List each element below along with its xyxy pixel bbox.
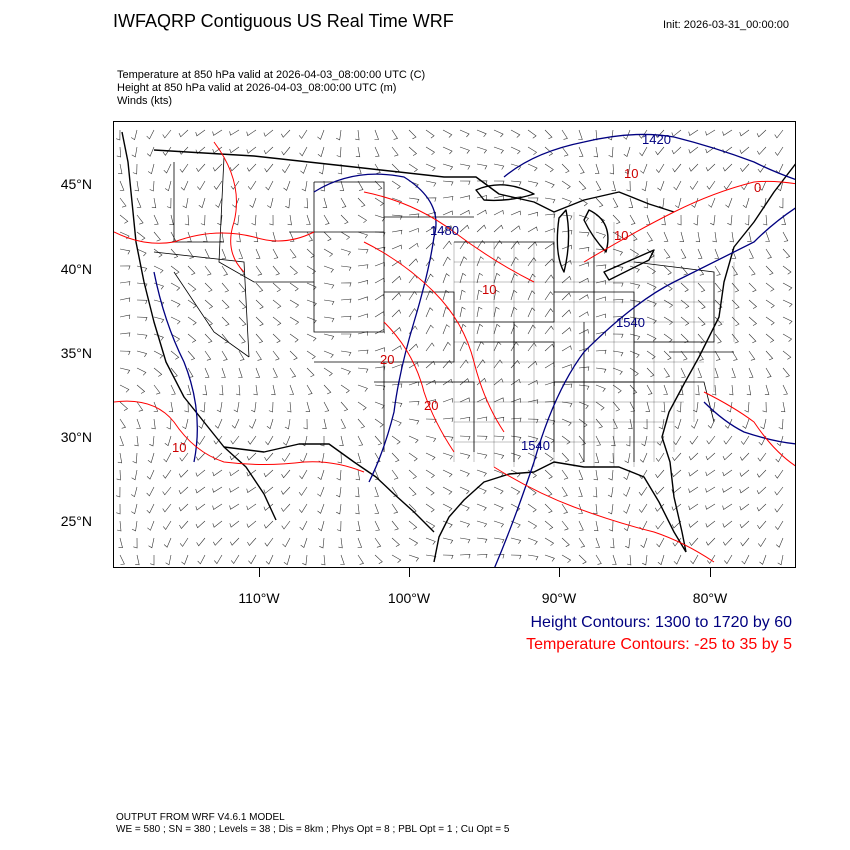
lon-label-80w: 80°W: [692, 590, 728, 606]
gulf-coastline: [433, 461, 687, 563]
temperature-contour-label: 10: [172, 440, 186, 455]
temperature-contour: [114, 231, 315, 244]
contour-labels: 1420 1480 1540 1540 10 10 20 20 10 10 0: [172, 132, 761, 455]
height-contour-1480: [313, 173, 437, 483]
lake-erie: [603, 249, 655, 281]
temperature-contours-legend: Temperature Contours: -25 to 35 by 5: [526, 636, 792, 653]
temperature-contour-label: 10: [482, 282, 496, 297]
temperature-contour: [383, 321, 455, 453]
temperature-contours: [114, 141, 795, 563]
map-panel: 1420 1480 1540 1540 10 10 20 20 10 10 0: [113, 121, 796, 568]
field-line-winds: Winds (kts): [117, 95, 172, 107]
init-time: Init: 2026-03-31_00:00:00: [663, 19, 789, 31]
lat-label-30n: 30°N: [60, 429, 92, 445]
field-line-height: Height at 850 hPa valid at 2026-04-03_08…: [117, 82, 397, 94]
lat-label-25n: 25°N: [60, 513, 92, 529]
temperature-contour: [363, 241, 505, 433]
temperature-contour: [703, 391, 795, 467]
temperature-contour-label: 10: [614, 228, 628, 243]
lat-label-35n: 35°N: [60, 345, 92, 361]
lake-michigan: [556, 209, 570, 273]
height-contour-label: 1480: [430, 223, 459, 238]
temperature-contour: [114, 400, 365, 473]
lat-label-40n: 40°N: [60, 261, 92, 277]
lon-tick: [409, 568, 410, 577]
main-title: IWFAQRP Contiguous US Real Time WRF: [113, 11, 454, 31]
pacific-coastline: [121, 131, 277, 521]
height-contours-legend: Height Contours: 1300 to 1720 by 60: [530, 614, 792, 631]
coastlines-and-state-borders: [121, 131, 795, 563]
lon-label-100w: 100°W: [387, 590, 431, 606]
lat-label-45n: 45°N: [60, 176, 92, 192]
height-contours: [153, 133, 795, 567]
height-contour-label: 1420: [642, 132, 671, 147]
temperature-contour-label: 20: [424, 398, 438, 413]
height-contour-1540: [494, 207, 795, 567]
lon-tick: [710, 568, 711, 577]
lon-tick: [259, 568, 260, 577]
height-contour-1540-east: [703, 401, 795, 445]
temperature-contour-label: 10: [624, 166, 638, 181]
lake-huron: [583, 209, 609, 253]
atlantic-coastline: [661, 163, 795, 553]
height-contour-west: [153, 271, 198, 463]
temperature-contour: [363, 191, 535, 283]
county-lines: [453, 212, 735, 467]
temperature-contour-label: 20: [380, 352, 394, 367]
temperature-contour: [213, 141, 245, 273]
mexico-border: [223, 443, 435, 533]
temperature-contour: [583, 180, 795, 263]
lake-superior: [475, 184, 535, 202]
footer-config-line: WE = 580 ; SN = 380 ; Levels = 38 ; Dis …: [116, 824, 510, 835]
field-line-temperature: Temperature at 850 hPa valid at 2026-04-…: [117, 69, 426, 81]
height-contour-label: 1540: [616, 315, 645, 330]
map-canvas: 1420 1480 1540 1540 10 10 20 20 10 10 0: [114, 129, 795, 567]
temperature-contour: [493, 466, 715, 563]
lon-label-90w: 90°W: [541, 590, 577, 606]
height-contour-1420: [503, 133, 795, 180]
lon-label-110w: 110°W: [238, 590, 280, 606]
footer-model-line: OUTPUT FROM WRF V4.6.1 MODEL: [116, 812, 285, 823]
height-contour-label: 1540: [521, 438, 550, 453]
lon-tick: [559, 568, 560, 577]
temperature-contour-label: 0: [754, 180, 761, 195]
